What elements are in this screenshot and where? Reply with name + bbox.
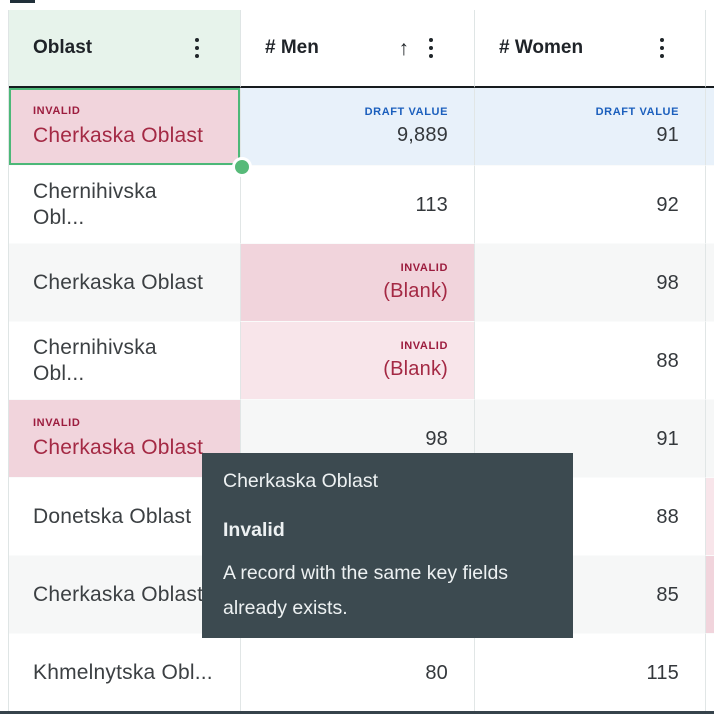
selection-handle[interactable] bbox=[232, 157, 252, 177]
invalid-tag: INVALID bbox=[400, 261, 448, 274]
cell-men-row8[interactable]: 80 bbox=[241, 634, 475, 712]
tooltip-message-line: already exists. bbox=[223, 597, 348, 619]
cell-value: 113 bbox=[415, 193, 448, 216]
cell-value: (Blank) bbox=[383, 358, 448, 381]
cell-value: Cherkaska Oblast bbox=[33, 270, 204, 294]
cell-value: Cherkaska Oblast bbox=[33, 123, 204, 147]
kebab-menu-icon[interactable] bbox=[192, 34, 202, 62]
cell-women-row3[interactable]: 98 bbox=[475, 244, 706, 322]
cell-partial-row8[interactable] bbox=[706, 634, 714, 712]
tooltip-message: A record with the same key fields alread… bbox=[223, 556, 552, 626]
cell-oblast-row8[interactable]: Khmelnytska Obl... bbox=[9, 634, 241, 712]
column-header-label: # Women bbox=[499, 37, 584, 58]
cell-men-row3[interactable]: INVALID (Blank) bbox=[241, 244, 475, 322]
cell-oblast-row3[interactable]: Cherkaska Oblast bbox=[9, 244, 241, 322]
top-edge-fragment bbox=[10, 0, 35, 3]
cell-oblast-row4[interactable]: Chernihivska Obl... bbox=[9, 322, 241, 400]
cell-partial-row3[interactable] bbox=[706, 244, 714, 322]
cell-value: Khmelnytska Obl... bbox=[33, 660, 213, 684]
column-header-women[interactable]: # Women bbox=[475, 10, 706, 88]
invalid-tag: INVALID bbox=[33, 417, 81, 430]
cell-value: Cherkaska Oblast bbox=[33, 435, 204, 459]
tooltip-message-line: A record with the same key fields bbox=[223, 562, 509, 584]
cell-women-row2[interactable]: 92 bbox=[475, 166, 706, 244]
kebab-menu-icon[interactable] bbox=[657, 34, 667, 62]
cell-value: Donetska Oblast bbox=[33, 504, 192, 528]
tooltip-record-title: Cherkaska Oblast bbox=[223, 470, 378, 492]
tooltip-status: Invalid bbox=[223, 519, 285, 541]
cell-oblast-row2[interactable]: Chernihivska Obl... bbox=[9, 166, 241, 244]
column-header-men[interactable]: # Men ↑ bbox=[241, 10, 475, 88]
cell-value: 80 bbox=[425, 661, 448, 684]
cell-women-row1[interactable]: DRAFT VALUE 91 bbox=[475, 88, 706, 166]
column-header-label: Oblast bbox=[33, 37, 93, 58]
column-header-partial bbox=[706, 10, 714, 88]
cell-women-row4[interactable]: 88 bbox=[475, 322, 706, 400]
cell-value: Cherkaska Oblast bbox=[33, 582, 204, 606]
cell-partial-row5[interactable] bbox=[706, 400, 714, 478]
invalid-tag: INVALID bbox=[33, 105, 81, 118]
cell-value: 92 bbox=[656, 193, 679, 216]
cell-men-row4[interactable]: INVALID (Blank) bbox=[241, 322, 475, 400]
cell-value: Chernihivska Obl... bbox=[33, 180, 157, 229]
column-header-oblast[interactable]: Oblast bbox=[9, 10, 241, 88]
cell-partial-row1[interactable] bbox=[706, 88, 714, 166]
cell-value: Chernihivska Obl... bbox=[33, 336, 157, 385]
cell-partial-row6[interactable] bbox=[706, 478, 714, 556]
cell-value: (Blank) bbox=[383, 280, 448, 303]
cell-value: 98 bbox=[425, 427, 448, 450]
validation-tooltip: Cherkaska Oblast Invalid A record with t… bbox=[202, 453, 573, 638]
cell-value: 88 bbox=[656, 349, 679, 372]
cell-men-row2[interactable]: 113 bbox=[241, 166, 475, 244]
cell-value: 115 bbox=[646, 661, 679, 684]
cell-partial-row2[interactable] bbox=[706, 166, 714, 244]
cell-value: 98 bbox=[656, 271, 679, 294]
kebab-menu-icon[interactable] bbox=[426, 34, 436, 62]
cell-value: 9,889 bbox=[396, 124, 448, 147]
cell-value: 88 bbox=[656, 505, 679, 528]
draft-value-tag: DRAFT VALUE bbox=[595, 105, 679, 118]
draft-value-tag: DRAFT VALUE bbox=[364, 105, 448, 118]
cell-value: 91 bbox=[656, 427, 679, 450]
cell-value: 85 bbox=[656, 583, 679, 606]
cell-partial-row7[interactable] bbox=[706, 556, 714, 634]
cell-partial-row4[interactable] bbox=[706, 322, 714, 400]
cell-value: 91 bbox=[656, 124, 679, 147]
column-header-label: # Men bbox=[265, 37, 319, 58]
bottom-edge-bar bbox=[0, 711, 714, 714]
cell-men-row1[interactable]: DRAFT VALUE 9,889 bbox=[241, 88, 475, 166]
invalid-tag: INVALID bbox=[400, 339, 448, 352]
cell-women-row8[interactable]: 115 bbox=[475, 634, 706, 712]
sort-ascending-icon[interactable]: ↑ bbox=[398, 36, 410, 60]
cell-oblast-row1[interactable]: INVALID Cherkaska Oblast bbox=[9, 88, 252, 177]
